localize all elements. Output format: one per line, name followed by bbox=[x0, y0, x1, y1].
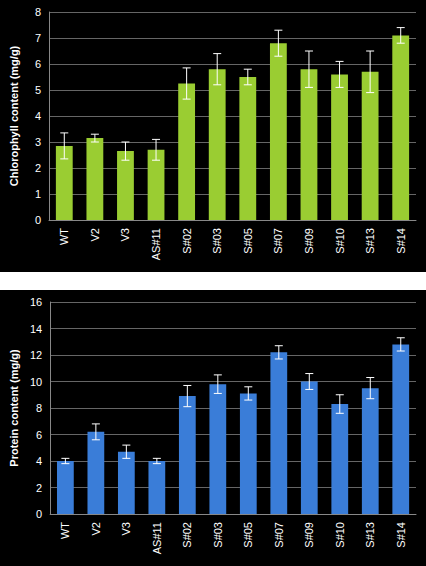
svg-text:V2: V2 bbox=[89, 228, 101, 241]
svg-text:S#14: S#14 bbox=[395, 228, 407, 254]
svg-text:0: 0 bbox=[35, 214, 41, 226]
svg-text:S#03: S#03 bbox=[211, 228, 223, 254]
svg-text:S#09: S#09 bbox=[303, 522, 315, 548]
svg-text:S#14: S#14 bbox=[395, 522, 407, 548]
svg-text:Protein content (mg/g): Protein content (mg/g) bbox=[8, 349, 20, 467]
svg-text:V3: V3 bbox=[120, 522, 132, 535]
svg-text:5: 5 bbox=[35, 84, 41, 96]
svg-text:WT: WT bbox=[59, 522, 71, 539]
svg-text:S#13: S#13 bbox=[364, 522, 376, 548]
svg-text:14: 14 bbox=[30, 323, 42, 335]
svg-text:S#05: S#05 bbox=[242, 228, 254, 254]
svg-text:12: 12 bbox=[30, 349, 42, 361]
svg-text:S#07: S#07 bbox=[273, 522, 285, 548]
svg-text:4: 4 bbox=[35, 110, 41, 122]
svg-text:V2: V2 bbox=[90, 522, 102, 535]
svg-text:4: 4 bbox=[36, 455, 42, 467]
svg-text:16: 16 bbox=[30, 296, 42, 308]
svg-text:AS#11: AS#11 bbox=[151, 522, 163, 554]
svg-text:3: 3 bbox=[35, 136, 41, 148]
svg-text:S#02: S#02 bbox=[181, 522, 193, 548]
svg-text:6: 6 bbox=[35, 58, 41, 70]
svg-text:WT: WT bbox=[58, 228, 70, 245]
svg-text:Chlorophyll content (mg/g): Chlorophyll content (mg/g) bbox=[8, 45, 20, 186]
svg-text:6: 6 bbox=[36, 429, 42, 441]
svg-text:S#10: S#10 bbox=[334, 228, 346, 254]
svg-text:2: 2 bbox=[36, 482, 42, 494]
svg-text:10: 10 bbox=[30, 376, 42, 388]
svg-text:7: 7 bbox=[35, 32, 41, 44]
svg-text:8: 8 bbox=[35, 6, 41, 18]
svg-text:S#05: S#05 bbox=[242, 522, 254, 548]
svg-text:8: 8 bbox=[36, 402, 42, 414]
svg-text:1: 1 bbox=[35, 188, 41, 200]
svg-text:S#10: S#10 bbox=[334, 522, 346, 548]
svg-text:S#02: S#02 bbox=[181, 228, 193, 254]
svg-text:S#03: S#03 bbox=[212, 522, 224, 548]
svg-text:S#13: S#13 bbox=[364, 228, 376, 254]
svg-text:S#07: S#07 bbox=[272, 228, 284, 254]
svg-text:2: 2 bbox=[35, 162, 41, 174]
svg-text:V3: V3 bbox=[119, 228, 131, 241]
svg-text:S#09: S#09 bbox=[303, 228, 315, 254]
svg-text:AS#11: AS#11 bbox=[150, 228, 162, 260]
svg-text:0: 0 bbox=[36, 508, 42, 520]
